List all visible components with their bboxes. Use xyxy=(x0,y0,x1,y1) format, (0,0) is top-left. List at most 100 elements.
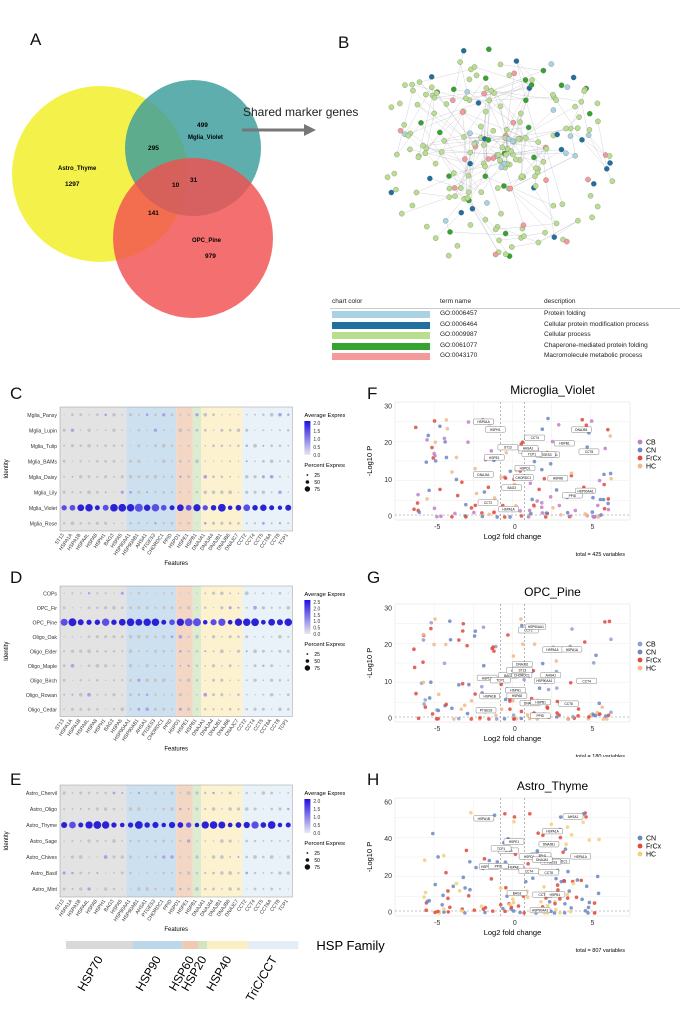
dotplot-dot xyxy=(261,606,266,610)
dotplot-dot xyxy=(112,872,115,874)
dotplot-dot xyxy=(228,871,232,875)
dotplot-dot xyxy=(154,664,157,667)
network-node xyxy=(517,119,523,125)
dotplot-dot xyxy=(95,490,99,494)
dotplot-dot xyxy=(279,792,281,794)
dotplot-dot xyxy=(210,619,217,626)
volcano-point xyxy=(609,476,613,481)
volcano-point xyxy=(448,619,452,623)
volcano-point xyxy=(566,717,570,721)
legend-pct-dot xyxy=(305,858,310,862)
dotplot-dot xyxy=(88,460,90,463)
dotplot-dot xyxy=(70,649,75,653)
legend-avg-tick: 1.5 xyxy=(313,613,320,619)
network-node xyxy=(446,194,453,200)
dotplot-dot xyxy=(177,822,184,828)
volcano-point xyxy=(601,497,606,502)
network-node xyxy=(482,163,488,170)
dotplot-dot xyxy=(129,459,133,463)
volcano-point xyxy=(519,514,524,518)
dotplot-dot xyxy=(161,678,166,683)
volcano-point xyxy=(442,907,446,911)
volcano-point xyxy=(555,686,559,690)
dotplot-dot xyxy=(70,663,75,668)
dotplot-dot xyxy=(153,791,158,795)
volcano-point xyxy=(462,703,467,708)
volcano-point xyxy=(607,619,612,624)
dotplot-dot xyxy=(71,792,74,794)
dotplot-dot xyxy=(204,650,207,653)
dotplot-dot xyxy=(195,871,199,875)
volcano-point xyxy=(499,707,504,711)
volcano-legend-dot xyxy=(637,843,643,849)
dotplot-dot xyxy=(79,521,83,525)
dotplot-dot xyxy=(220,475,224,479)
network-node xyxy=(579,137,585,143)
volcano-point xyxy=(463,911,467,915)
dotplot-dot xyxy=(104,649,107,653)
network-node xyxy=(501,160,508,167)
dotplot-astro: Astro_Chervil Astro_Oligo Astro_Thyme Astro… xyxy=(4,784,345,933)
dotplot-dot xyxy=(162,707,166,711)
dotplot-dot xyxy=(254,429,256,431)
volcano-legend-label: FrCx xyxy=(646,658,662,665)
dotplot-dot xyxy=(252,505,258,511)
dotplot-dot xyxy=(96,888,98,890)
dotplot-dot xyxy=(111,822,117,828)
volcano-gene-label: HSPH1 xyxy=(490,428,501,432)
volcano-point xyxy=(608,471,613,476)
volcano-point xyxy=(487,512,492,517)
volcano-point xyxy=(436,855,440,859)
volcano-gene-label: BAG3 xyxy=(513,891,522,895)
volcano-xtick: -5 xyxy=(434,920,440,927)
dotplot-dot xyxy=(220,792,223,794)
dotplot-dot xyxy=(244,807,249,811)
volcano-point xyxy=(441,893,445,898)
volcano-point xyxy=(557,503,562,508)
dotplot-dot xyxy=(62,791,66,795)
dotplot-dot xyxy=(154,807,157,811)
dotplot-row-label: Oligo_Maple xyxy=(28,664,57,670)
dotplot-dot xyxy=(121,792,124,794)
volcano-gene-label: DNAJA1 xyxy=(536,858,548,862)
network-node xyxy=(510,138,516,145)
network-node xyxy=(471,64,478,70)
network-node xyxy=(467,222,474,228)
volcano-point xyxy=(584,423,589,427)
hsp-family-band xyxy=(132,941,183,949)
dotplot-dot xyxy=(171,429,173,431)
volcano-point xyxy=(426,433,431,438)
dotplot-dot xyxy=(179,445,182,447)
volcano-legend-dot xyxy=(637,657,643,663)
dotplot-dot xyxy=(286,649,290,653)
legend-avg-tick: 2.0 xyxy=(313,421,320,427)
volcano-point xyxy=(450,706,454,711)
dotplot-dot xyxy=(171,840,173,842)
dotplot-dot xyxy=(211,490,216,494)
volcano-gene-label: HSPH1 xyxy=(536,854,547,858)
dotplot-dot xyxy=(170,413,174,417)
network-node xyxy=(497,157,503,163)
dotplot-dot xyxy=(171,679,173,681)
volcano-point xyxy=(520,642,525,646)
volcano-point xyxy=(512,815,517,819)
dotplot-feature-label: ST13 xyxy=(54,899,66,912)
volcano-point xyxy=(494,713,498,718)
volcano-ytick: 40 xyxy=(384,836,392,843)
dotplot-dot xyxy=(196,445,198,447)
network-node xyxy=(509,244,515,250)
volcano-point xyxy=(570,627,574,631)
dotplot-dot xyxy=(170,664,174,667)
dotplot-dot xyxy=(229,650,231,652)
volcano-point xyxy=(492,510,496,515)
network-node xyxy=(575,125,581,131)
volcano-point xyxy=(562,878,566,883)
dotplot-dot xyxy=(237,792,240,794)
dotplot-dot xyxy=(229,693,231,696)
dotplot-dot xyxy=(146,592,148,595)
dotplot-row-label: OPC_Fir xyxy=(37,606,57,612)
volcano-point xyxy=(472,510,476,515)
dotplot-dot xyxy=(196,606,198,609)
dotplot-dot xyxy=(162,792,165,794)
dotplot-dot xyxy=(62,606,66,610)
